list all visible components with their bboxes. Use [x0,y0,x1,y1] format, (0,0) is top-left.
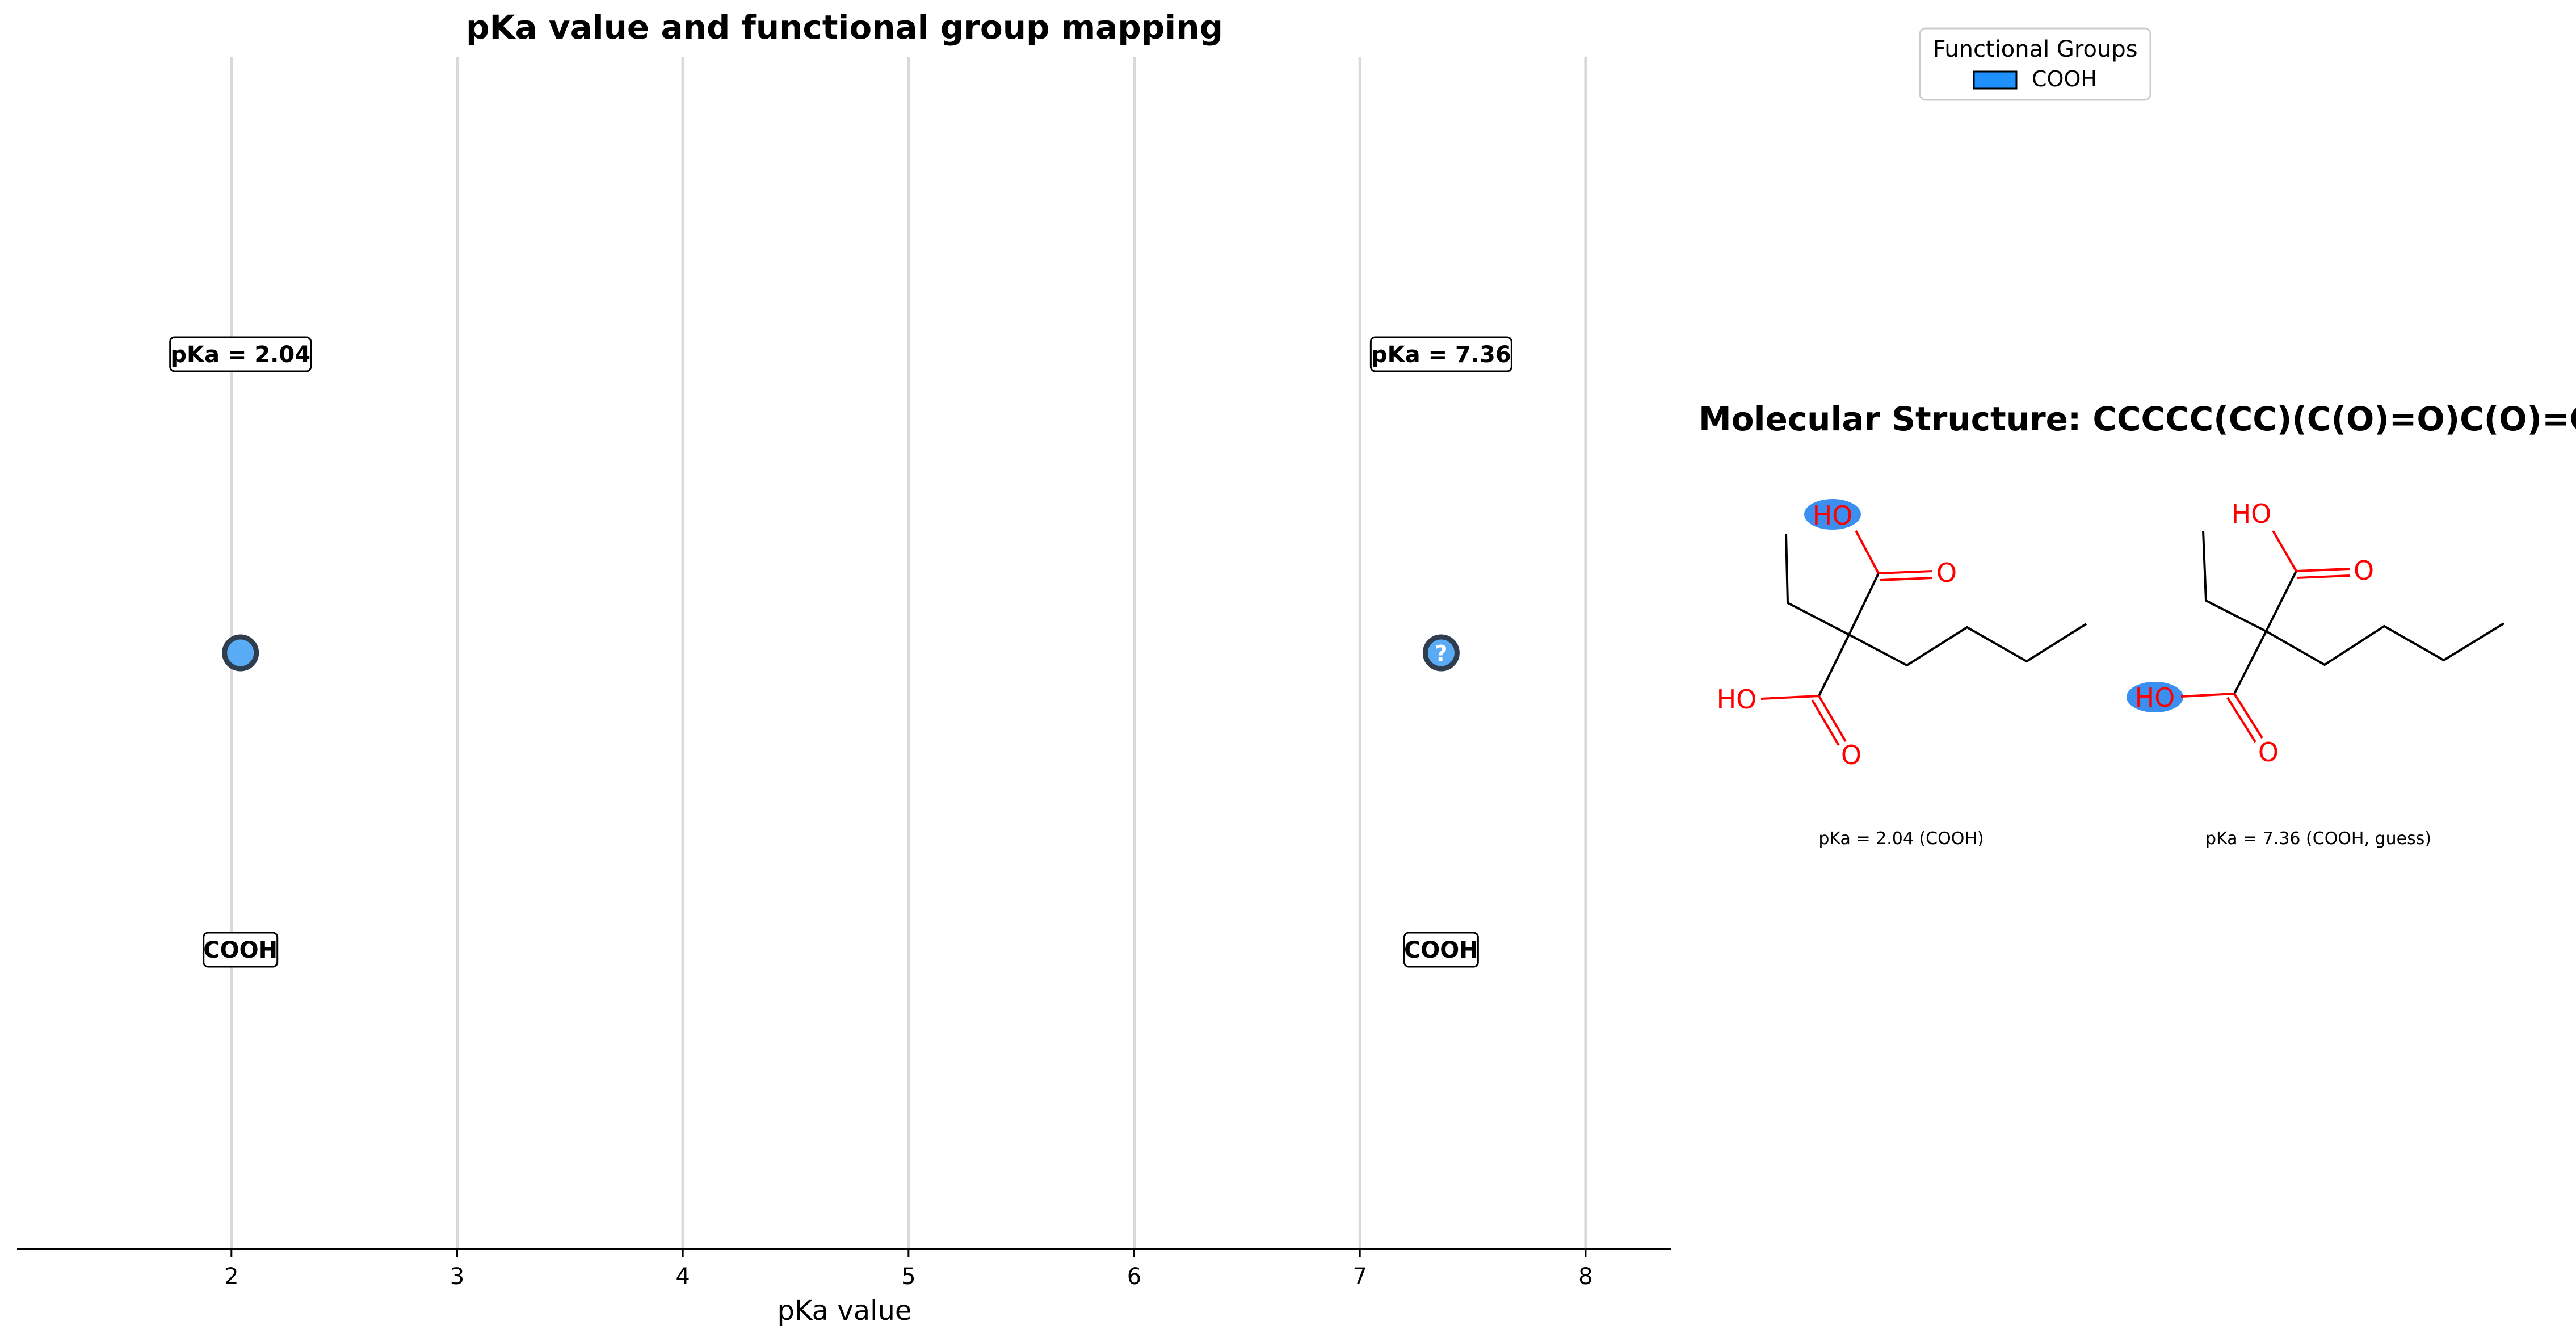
x-tick-label: 8 [1578,1264,1592,1290]
atom-o-lower: O [1841,740,1861,770]
guess-marker-symbol: ? [1435,641,1447,666]
x-tick-label: 5 [901,1264,915,1290]
legend-title: Functional Groups [1932,36,2137,62]
atom-o-upper: O [1936,557,1957,588]
bond-upper-c-o-double-1 [2296,568,2350,572]
x-tick-label: 2 [224,1264,238,1290]
bond-c-lower-carboxyl [1818,634,1850,697]
data-point-group: pKa = 2.04 COOH [169,336,312,968]
bond-upper-c-oh [1855,530,1880,574]
bond-lower-c-oh [2180,693,2235,698]
bond-lower-c-o-double-1 [2233,693,2263,739]
atom-o-lower: O [2258,737,2279,768]
data-point-marker [222,634,259,672]
butyl-chain [1848,623,2087,667]
x-tick-label: 7 [1352,1264,1367,1290]
grid-lines [230,57,1587,1249]
ethyl-chain [1785,533,1850,636]
bond-upper-c-o-double-2 [1879,577,1933,581]
highlight-lower-ho [2127,682,2183,712]
bond-upper-c-o-double-1 [1878,570,1933,574]
legend-swatch-cooh [1973,70,2018,90]
bond-lower-c-oh [1760,695,1819,700]
pka-label-box [1369,336,1512,372]
atom-ho-lower: HO [1717,684,1757,715]
group-label: COOH [203,937,278,963]
pka-label-box [169,336,312,372]
molecule-caption-1: pKa = 2.04 (COOH) [1818,829,1984,849]
x-tick-label: 4 [675,1264,690,1290]
legend: Functional Groups COOH [1919,27,2151,101]
data-point-group: pKa = 7.36? COOH [1369,336,1512,968]
group-label: COOH [1404,937,1478,963]
highlight-upper-ho [1804,499,1861,530]
bond-upper-c-oh [2272,530,2297,572]
bond-lower-c-o-double-2 [1811,699,1840,747]
ethyl-chain [2202,530,2267,632]
bond-c-upper-carboxyl [1848,573,1880,635]
x-axis-label: pKa value [778,1295,912,1327]
group-label-box [1403,932,1479,968]
atom-ho-upper: HO [2232,498,2272,529]
bond-upper-c-o-double-2 [2297,574,2350,579]
scatter-plot: pKa value and functional group mapping 2… [17,8,1671,1327]
molecule-structure-1: HO O HO O [1717,499,2087,770]
legend-entry-label: COOH [2032,66,2097,91]
atom-o-upper: O [2354,555,2374,586]
bond-c-lower-carboxyl [2233,631,2267,694]
pka-label: pKa = 2.04 [170,342,310,368]
chart-title: pKa value and functional group mapping [466,8,1223,47]
bond-c-upper-carboxyl [2265,571,2297,632]
bond-lower-c-o-double-1 [1818,695,1847,743]
x-tick-label: 6 [1127,1264,1141,1290]
butyl-chain [2266,622,2505,666]
group-label-box [203,932,279,968]
atom-ho-lower: HO [2135,682,2175,713]
molecule-title: Molecular Structure: CCCCC(CC)(C(O)=O)C(… [1699,400,2576,438]
x-tick-label: 3 [450,1264,464,1290]
pka-label: pKa = 7.36 [1371,342,1511,368]
x-ticks: 2 3 4 5 6 7 8 [224,1249,1593,1290]
molecule-structure-2: HO O HO O [2127,498,2505,768]
data-point-marker [1422,634,1460,672]
data-points: pKa = 2.04 COOH pKa = 7.36? COOH [169,336,1512,968]
molecule-panel: Molecular Structure: CCCCC(CC)(C(O)=O)C(… [1699,400,2576,849]
bond-lower-c-o-double-2 [2226,697,2256,743]
atom-ho-upper: HO [1813,500,1853,531]
molecule-caption-2: pKa = 7.36 (COOH, guess) [2205,829,2431,849]
